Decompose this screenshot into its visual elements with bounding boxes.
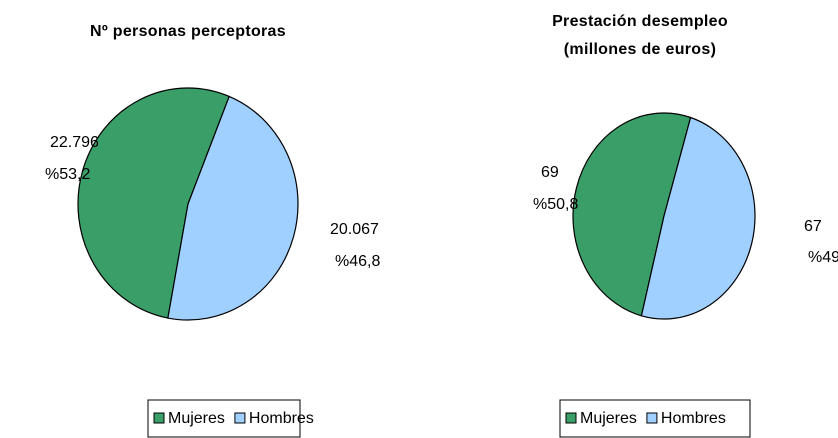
percent-label: %49,2 — [808, 249, 838, 266]
legend-label: Hombres — [249, 410, 314, 427]
pie-slice — [640, 116, 756, 320]
percent-label: %53,2 — [45, 166, 90, 183]
legend-box — [147, 399, 301, 438]
legend-label: Hombres — [661, 410, 726, 427]
chart-title: Nº personas perceptoras — [90, 23, 286, 40]
value-label: 69 — [541, 164, 559, 181]
pie-slice — [572, 112, 692, 317]
value-label: 20.067 — [330, 221, 379, 238]
value-label: 22.796 — [50, 134, 99, 151]
chart-title: Prestación desempleo — [552, 13, 728, 30]
legend-swatch — [234, 412, 246, 424]
legend-swatch — [153, 412, 165, 424]
chart-subtitle: (millones de euros) — [564, 41, 716, 58]
percent-label: %46,8 — [335, 253, 380, 270]
pie-slice — [167, 95, 299, 321]
legend-label: Mujeres — [168, 410, 225, 427]
value-label: 67 — [804, 218, 822, 235]
legend-swatch — [565, 412, 577, 424]
legend-swatch — [646, 412, 658, 424]
percent-label: %50,8 — [533, 196, 578, 213]
pie-slice — [77, 87, 230, 319]
legend-label: Mujeres — [580, 410, 637, 427]
